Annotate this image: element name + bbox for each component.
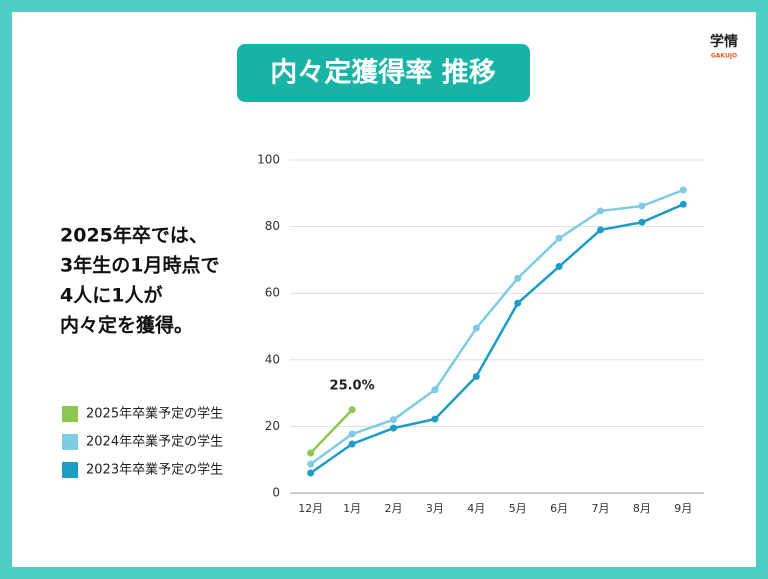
legend-label: 2025年卒業予定の学生 xyxy=(86,406,223,422)
logo-sub: GAKUJO xyxy=(711,53,737,60)
point xyxy=(348,406,356,414)
point xyxy=(348,430,356,438)
legend-swatch xyxy=(62,434,78,450)
point xyxy=(514,274,522,282)
legend-label: 2024年卒業予定の学生 xyxy=(86,434,223,450)
x-tick-label: 12月 xyxy=(298,502,323,515)
title-badge xyxy=(237,44,530,102)
point xyxy=(390,424,397,432)
point xyxy=(307,469,315,477)
point xyxy=(679,186,687,194)
note-line: 3年生の1月時点で xyxy=(60,254,219,277)
x-tick-label: 9月 xyxy=(674,502,692,515)
point xyxy=(514,299,522,307)
x-tick-label: 5月 xyxy=(509,502,527,515)
legend-swatch xyxy=(62,406,78,422)
x-tick-label: 6月 xyxy=(550,502,568,515)
y-tick-label: 100 xyxy=(257,153,280,167)
point xyxy=(431,386,439,394)
series-line xyxy=(309,188,684,466)
x-tick-label: 2月 xyxy=(385,502,403,515)
point xyxy=(679,200,687,208)
x-tick-label: 3月 xyxy=(426,502,444,515)
point xyxy=(597,207,604,215)
point xyxy=(472,324,480,332)
point xyxy=(472,372,480,380)
data-label: 25.0% xyxy=(330,378,375,393)
point xyxy=(390,416,397,424)
y-tick-label: 20 xyxy=(265,419,280,433)
x-tick-label: 8月 xyxy=(633,502,651,515)
point xyxy=(638,218,646,226)
point xyxy=(555,263,563,271)
series-line xyxy=(309,203,684,475)
point xyxy=(638,202,646,210)
legend-swatch xyxy=(62,462,78,478)
note-line: 2025年卒では、 xyxy=(60,224,208,247)
x-tick-label: 4月 xyxy=(467,502,485,515)
y-tick-label: 0 xyxy=(272,486,280,500)
x-tick-label: 1月 xyxy=(343,502,361,515)
y-tick-label: 60 xyxy=(265,286,280,300)
series-line xyxy=(309,408,354,454)
y-tick-label: 80 xyxy=(265,219,280,233)
point xyxy=(307,449,315,457)
point xyxy=(307,460,315,468)
legend-label: 2023年卒業予定の学生 xyxy=(86,462,223,478)
point xyxy=(555,234,563,242)
point xyxy=(348,440,356,448)
point xyxy=(431,415,439,423)
chart-title: 内々定獲得率 推移 xyxy=(270,57,495,89)
logo: 学情 xyxy=(710,33,738,50)
x-tick-label: 7月 xyxy=(592,502,610,515)
note-line: 4人に1人が xyxy=(60,284,162,307)
y-tick-label: 40 xyxy=(265,352,280,366)
note-line: 内々定を獲得。 xyxy=(60,314,193,337)
point xyxy=(597,226,604,234)
